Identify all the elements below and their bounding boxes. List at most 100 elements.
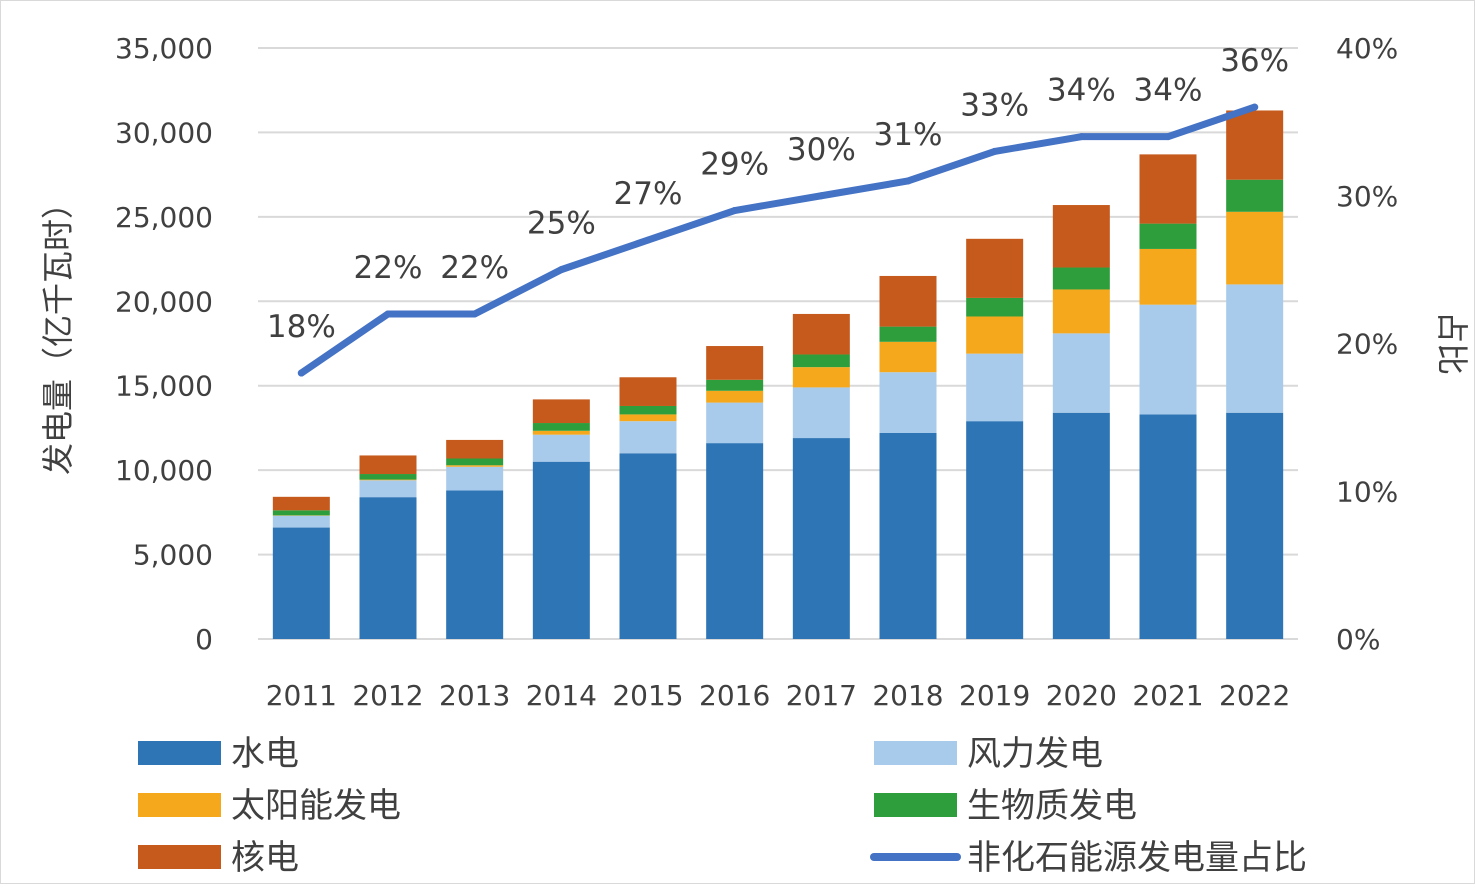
bar-segment bbox=[1140, 154, 1197, 223]
bar-segment bbox=[966, 316, 1023, 353]
x-tick-label: 2019 bbox=[959, 679, 1030, 712]
y2-tick-label: 30% bbox=[1336, 180, 1398, 213]
bar-segment bbox=[446, 490, 503, 639]
bar-segment bbox=[1226, 413, 1283, 639]
bar-segment bbox=[533, 431, 590, 435]
bar-segment bbox=[793, 354, 850, 367]
bar-segment bbox=[1226, 284, 1283, 412]
legend-swatch bbox=[874, 741, 957, 765]
bar-segment bbox=[966, 354, 1023, 422]
bar-segment bbox=[1053, 205, 1110, 267]
line-data-label: 33% bbox=[960, 87, 1029, 123]
bar-segment bbox=[446, 465, 503, 467]
x-tick-label: 2011 bbox=[266, 679, 337, 712]
x-tick-label: 2016 bbox=[699, 679, 770, 712]
bar-segment bbox=[706, 403, 763, 444]
y-tick-label: 10,000 bbox=[115, 454, 213, 487]
bar-segment bbox=[880, 433, 937, 639]
bar-segment bbox=[1053, 268, 1110, 290]
bars-layer bbox=[273, 110, 1283, 639]
bar-segment bbox=[533, 399, 590, 423]
line-data-label: 22% bbox=[440, 250, 509, 286]
bar-segment bbox=[1140, 249, 1197, 305]
y2-axis-title: 占比 bbox=[1433, 311, 1471, 375]
legend-item: 核电 bbox=[138, 838, 299, 878]
line-point bbox=[818, 192, 825, 199]
line-point bbox=[991, 148, 998, 155]
y2-tick-label: 40% bbox=[1336, 32, 1398, 65]
y2-tick-label: 10% bbox=[1336, 475, 1398, 508]
bar-segment bbox=[793, 387, 850, 438]
bar-segment bbox=[706, 443, 763, 639]
legend-label: 风力发电 bbox=[967, 734, 1103, 774]
bar-segment bbox=[360, 455, 417, 474]
line-data-label: 34% bbox=[1047, 73, 1116, 109]
line-point bbox=[1165, 133, 1172, 140]
bar-segment bbox=[1140, 305, 1197, 415]
y-tick-label: 25,000 bbox=[115, 201, 213, 234]
bar-segment bbox=[446, 440, 503, 459]
bar-segment bbox=[273, 528, 330, 639]
legend-label: 生物质发电 bbox=[967, 786, 1137, 826]
line-point bbox=[1078, 133, 1085, 140]
legend-item: 生物质发电 bbox=[874, 786, 1137, 826]
line-data-label: 25% bbox=[527, 206, 596, 242]
bar-segment bbox=[880, 342, 937, 372]
x-tick-label: 2017 bbox=[786, 679, 857, 712]
bar-segment bbox=[966, 239, 1023, 298]
y-tick-label: 35,000 bbox=[115, 32, 213, 65]
bar-segment bbox=[1140, 224, 1197, 249]
line-data-label: 22% bbox=[354, 250, 423, 286]
x-tick-label: 2020 bbox=[1046, 679, 1117, 712]
x-tick-label: 2018 bbox=[872, 679, 943, 712]
bar-segment bbox=[360, 480, 417, 481]
bar-segment bbox=[706, 380, 763, 391]
bar-segment bbox=[1226, 110, 1283, 179]
x-tick-label: 2021 bbox=[1132, 679, 1203, 712]
legend-label: 核电 bbox=[231, 838, 299, 878]
bar-segment bbox=[446, 458, 503, 465]
bar-segment bbox=[880, 372, 937, 433]
x-tick-label: 2015 bbox=[612, 679, 683, 712]
line-point bbox=[298, 370, 305, 377]
bar-segment bbox=[1140, 414, 1197, 639]
bar-segment bbox=[273, 516, 330, 528]
y-tick-label: 30,000 bbox=[115, 116, 213, 149]
legend-swatch bbox=[138, 845, 221, 869]
y-axis-title: 发电量（亿千瓦时） bbox=[39, 187, 77, 475]
bar-segment bbox=[1053, 413, 1110, 639]
legend-item: 太阳能发电 bbox=[138, 786, 401, 826]
y2-tick-label: 20% bbox=[1336, 328, 1398, 361]
share-line bbox=[301, 107, 1254, 373]
bar-segment bbox=[620, 377, 677, 406]
bar-segment bbox=[706, 391, 763, 403]
legend-item: 水电 bbox=[138, 734, 299, 774]
bar-segment bbox=[533, 462, 590, 639]
line-layer: 18%22%22%25%27%29%30%31%33%34%34%36% bbox=[267, 43, 1289, 376]
y-tick-label: 20,000 bbox=[115, 285, 213, 318]
bar-segment bbox=[793, 438, 850, 639]
legend-swatch bbox=[874, 793, 957, 817]
bar-segment bbox=[620, 453, 677, 639]
bar-segment bbox=[966, 421, 1023, 639]
bar-segment bbox=[966, 298, 1023, 317]
bar-segment bbox=[620, 414, 677, 421]
line-point bbox=[471, 310, 478, 317]
bar-segment bbox=[1226, 212, 1283, 285]
line-point bbox=[558, 266, 565, 273]
line-data-label: 18% bbox=[267, 309, 336, 345]
y-tick-label: 0 bbox=[195, 623, 213, 656]
bar-segment bbox=[360, 497, 417, 639]
y2-tick-label: 0% bbox=[1336, 623, 1380, 656]
line-data-label: 27% bbox=[614, 176, 683, 212]
bar-segment bbox=[273, 510, 330, 515]
line-data-label: 31% bbox=[874, 117, 943, 153]
legend-swatch bbox=[138, 793, 221, 817]
bar-segment bbox=[1053, 333, 1110, 412]
line-data-label: 34% bbox=[1134, 73, 1203, 109]
y-tick-label: 15,000 bbox=[115, 370, 213, 403]
x-tick-label: 2013 bbox=[439, 679, 510, 712]
bar-segment bbox=[793, 314, 850, 355]
line-point bbox=[385, 310, 392, 317]
